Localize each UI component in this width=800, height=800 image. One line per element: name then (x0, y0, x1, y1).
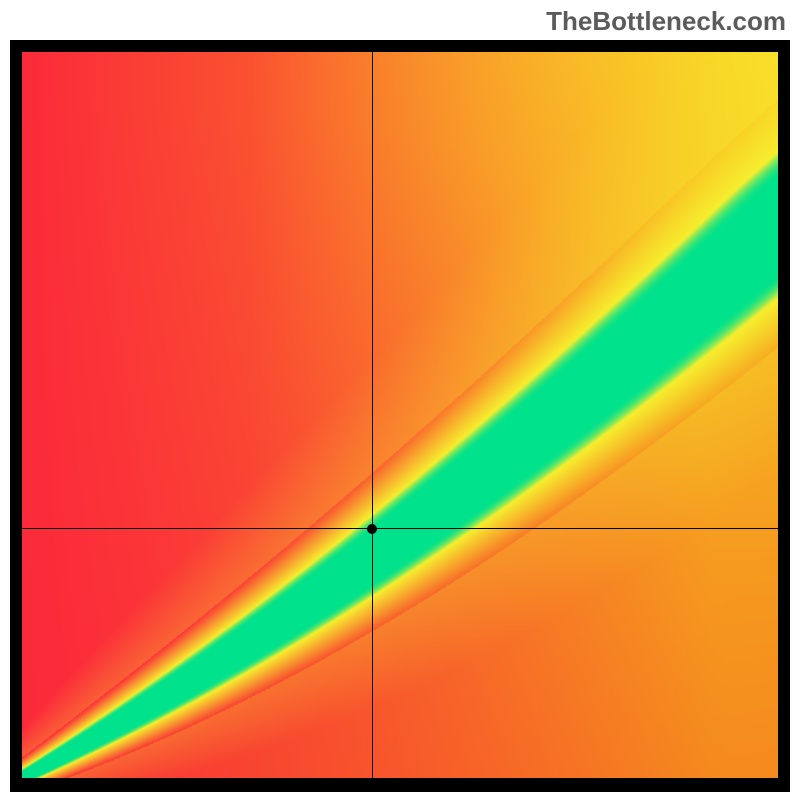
heatmap-canvas (22, 52, 778, 778)
crosshair-horizontal (22, 528, 778, 529)
crosshair-vertical (372, 52, 373, 778)
heatmap-chart (10, 40, 790, 792)
watermark-text: TheBottleneck.com (546, 6, 786, 37)
crosshair-marker-dot (367, 524, 377, 534)
